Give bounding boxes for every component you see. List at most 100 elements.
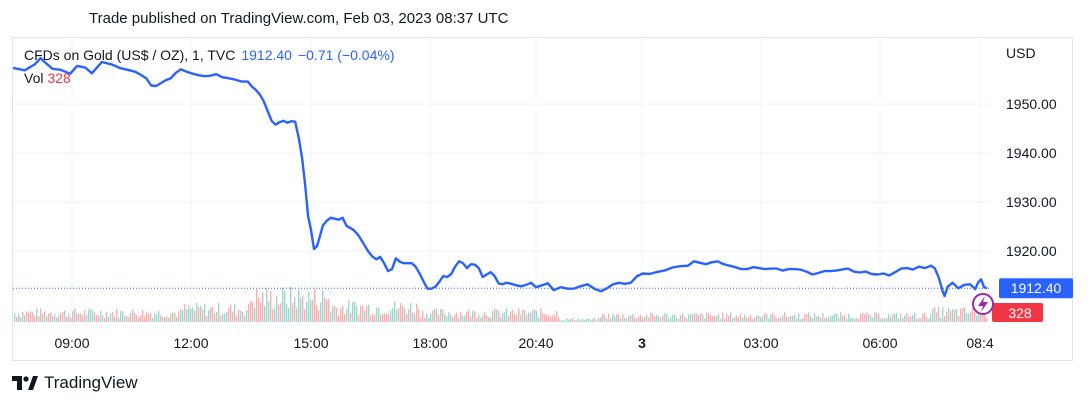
volume-bar: [550, 316, 552, 322]
volume-bar: [946, 311, 948, 322]
volume-bar: [90, 308, 92, 322]
volume-bar: [822, 313, 824, 322]
volume-bar: [918, 318, 920, 322]
volume-bar: [258, 297, 260, 322]
volume-bar: [540, 308, 542, 322]
volume-bar: [238, 309, 240, 322]
volume-bar: [674, 314, 676, 322]
volume-bar: [944, 316, 946, 322]
volume-bar: [986, 317, 988, 322]
volume-bar: [200, 305, 202, 322]
volume-bar: [870, 315, 872, 322]
volume-bar: [174, 312, 176, 322]
volume-bar: [206, 315, 208, 322]
volume-bar: [208, 309, 210, 322]
volume-bar: [160, 315, 162, 322]
volume-bar: [334, 306, 336, 322]
volume-bar: [546, 314, 548, 322]
volume-bar: [346, 308, 348, 322]
volume-bar: [398, 308, 400, 322]
volume-bar: [608, 313, 610, 322]
volume-bar: [306, 301, 308, 322]
volume-bar: [606, 318, 608, 322]
volume-bar: [144, 316, 146, 322]
volume-bar: [506, 308, 508, 322]
volume-bar: [470, 316, 472, 322]
volume-bar: [904, 315, 906, 322]
volume-bar: [526, 314, 528, 322]
volume-bar: [46, 316, 48, 322]
volume-bar: [866, 312, 868, 322]
volume-bar: [308, 291, 310, 322]
volume-bar: [710, 314, 712, 322]
volume-bar: [242, 311, 244, 322]
volume-bar: [956, 309, 958, 322]
volume-bar: [44, 311, 46, 322]
volume-bar: [484, 311, 486, 322]
volume-bar: [222, 313, 224, 322]
volume-bar: [864, 314, 866, 322]
volume-bar: [888, 313, 890, 322]
volume-bar: [876, 312, 878, 322]
volume-bar: [176, 316, 178, 322]
volume-bar: [108, 317, 110, 322]
volume-bar: [436, 308, 438, 322]
currency-label[interactable]: USD: [1006, 45, 1036, 61]
volume-bar: [748, 316, 750, 322]
volume-bars: [14, 286, 988, 322]
volume-bar: [502, 312, 504, 322]
volume-label[interactable]: Vol: [24, 70, 44, 86]
volume-bar: [216, 311, 218, 322]
y-tick-label: 1940.00: [1006, 145, 1057, 161]
volume-bar: [654, 316, 656, 322]
volume-bar: [520, 314, 522, 322]
volume-bar: [292, 302, 294, 322]
tradingview-logo[interactable]: TradingView: [12, 373, 138, 393]
volume-bar: [356, 306, 358, 322]
volume-bar: [782, 315, 784, 322]
volume-bar: [282, 287, 284, 322]
volume-bar: [886, 318, 888, 322]
volume-bar: [564, 320, 566, 322]
volume-bar: [832, 315, 834, 322]
volume-bar: [106, 312, 108, 322]
volume-bar: [910, 316, 912, 322]
volume-bar: [394, 301, 396, 322]
volume-bar: [766, 314, 768, 322]
volume-bar: [278, 304, 280, 322]
volume-bar: [560, 320, 562, 322]
volume-bar: [668, 318, 670, 322]
volume-bar: [462, 315, 464, 322]
volume-bar: [466, 311, 468, 322]
volume-bar: [406, 313, 408, 322]
volume-bar: [702, 314, 704, 322]
volume-bar: [962, 307, 964, 322]
volume-bar: [920, 318, 922, 322]
volume-bar: [328, 299, 330, 322]
symbol-title[interactable]: CFDs on Gold (US$ / OZ), 1, TVC: [24, 47, 236, 63]
volume-bar: [896, 312, 898, 322]
volume-bar: [330, 311, 332, 322]
volume-bar: [960, 308, 962, 322]
volume-bar: [978, 311, 980, 322]
volume-bar: [778, 317, 780, 322]
volume-bar: [404, 308, 406, 322]
lightning-icon[interactable]: [972, 293, 994, 315]
volume-bar: [172, 312, 174, 322]
volume-bar: [130, 312, 132, 322]
chart-legend: CFDs on Gold (US$ / OZ), 1, TVC 1912.40 −0…: [24, 47, 394, 63]
volume-bar: [20, 317, 22, 322]
volume-bar: [262, 292, 264, 322]
volume-bar: [378, 307, 380, 322]
volume-bar: [272, 309, 274, 322]
volume-bar: [492, 310, 494, 322]
volume-bar: [368, 304, 370, 322]
volume-bar: [266, 288, 268, 322]
volume-bar: [618, 314, 620, 322]
x-tick-label: 3: [638, 335, 646, 351]
volume-bar: [14, 313, 16, 322]
volume-bar: [908, 316, 910, 322]
volume-bar: [366, 306, 368, 322]
volume-bar: [148, 313, 150, 322]
